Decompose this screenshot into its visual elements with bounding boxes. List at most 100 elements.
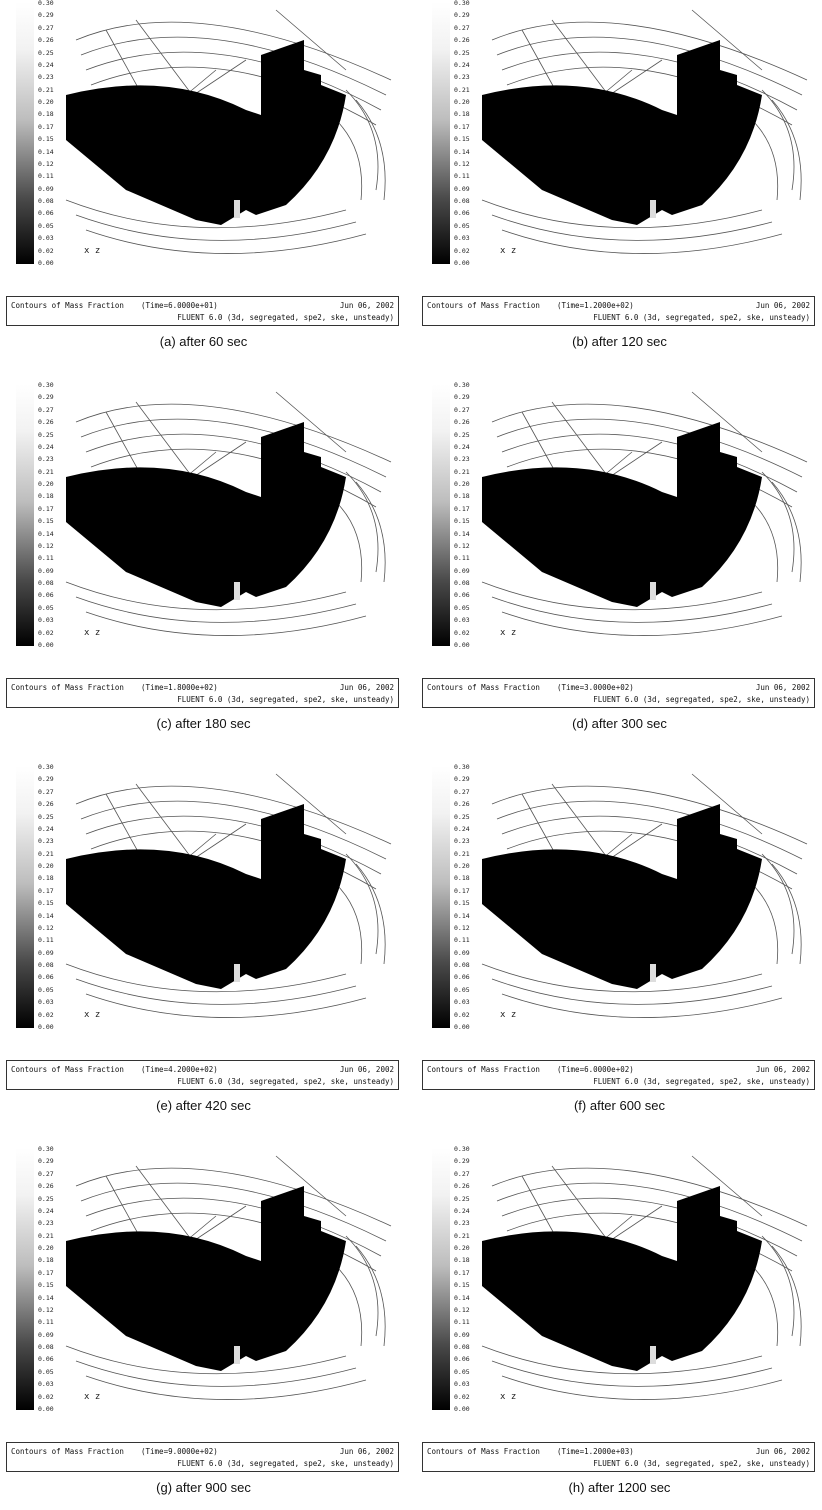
info-date: Jun 06, 2002 [339, 301, 394, 310]
scale-tick-label: 0.09 [454, 566, 470, 575]
info-date: Jun 06, 2002 [755, 1447, 810, 1456]
scale-tick-label: 0.03 [38, 1380, 54, 1389]
scale-tick-label: 0.05 [38, 603, 54, 612]
axis-triad: x z [500, 1392, 517, 1402]
scale-tick-label: 0.21 [454, 467, 470, 476]
scale-tick-label: 0.02 [454, 628, 470, 637]
info-title: Contours of Mass Fraction [427, 301, 540, 310]
scale-tick-label: 0.06 [454, 209, 470, 218]
scale-tick-label: 0.25 [454, 48, 470, 57]
scale-tick-label: 0.29 [454, 11, 470, 20]
scale-tick-label: 0.12 [454, 541, 470, 550]
scale-tick-label: 0.12 [38, 159, 54, 168]
scale-tick-label: 0.27 [454, 23, 470, 32]
info-solver: FLUENT 6.0 (3d, segregated, spe2, ske, u… [593, 695, 810, 704]
scale-tick-label: 0.15 [38, 899, 54, 908]
vent-highlight [234, 1346, 240, 1364]
panel-caption: (f) after 600 sec [573, 1098, 666, 1113]
contour-plot: 0.30 0.29 0.27 0.26 0.25 0.24 0.23 0.21 0.20 0.18… [6, 764, 401, 1054]
scale-tick-label: 0.20 [38, 862, 54, 870]
scale-tick-label: 0.30 [38, 763, 54, 771]
scale-tick-label: 0.30 [38, 381, 54, 389]
building-solid [482, 40, 762, 225]
color-scale-bar [16, 1148, 34, 1410]
color-scale-ticks: 0.30 0.29 0.27 0.26 0.25 0.24 0.23 0.21 0.20 0.18… [38, 0, 54, 266]
scale-tick-label: 0.27 [38, 787, 54, 796]
info-date: Jun 06, 2002 [755, 683, 810, 692]
scale-tick-label: 0.23 [454, 1219, 470, 1228]
scale-tick-label: 0.09 [38, 948, 54, 957]
info-solver: FLUENT 6.0 (3d, segregated, spe2, ske, u… [593, 1077, 810, 1086]
scale-tick-label: 0.05 [38, 221, 54, 230]
scale-tick-label: 0.11 [454, 936, 470, 945]
panel-caption: (e) after 420 sec [156, 1098, 251, 1113]
scale-tick-label: 0.26 [454, 36, 470, 45]
scale-tick-label: 0.26 [454, 800, 470, 809]
scale-tick-label: 0.18 [454, 874, 470, 883]
info-box: Contours of Mass Fraction (Time=1.8000e+… [6, 678, 399, 708]
scale-tick-label: 0.18 [454, 492, 470, 501]
scale-tick-label: 0.03 [454, 616, 470, 625]
scale-tick-label: 0.25 [38, 812, 54, 821]
axis-triad: x z [500, 628, 517, 638]
scale-tick-label: 0.14 [38, 529, 54, 538]
scale-tick-label: 0.05 [454, 603, 470, 612]
scale-tick-label: 0.02 [454, 1392, 470, 1401]
info-time: (Time=3.0000e+02) [557, 683, 634, 692]
info-title: Contours of Mass Fraction [11, 1447, 124, 1456]
scale-tick-label: 0.23 [38, 1219, 54, 1228]
info-time: (Time=1.8000e+02) [141, 683, 218, 692]
scale-tick-label: 0.14 [454, 911, 470, 920]
info-time: (Time=6.0000e+02) [557, 1065, 634, 1074]
scale-tick-label: 0.12 [38, 541, 54, 550]
building-wireframe [481, 391, 808, 636]
building-solid [482, 1186, 762, 1371]
scale-tick-label: 0.12 [454, 923, 470, 932]
scale-tick-label: 0.00 [454, 1022, 470, 1031]
scale-tick-label: 0.23 [454, 455, 470, 464]
scale-tick-label: 0.08 [38, 961, 54, 969]
scale-tick-label: 0.30 [38, 1145, 54, 1153]
scale-tick-label: 0.17 [454, 504, 470, 513]
scale-tick-label: 0.20 [454, 862, 470, 870]
axis-triad: x z [84, 1392, 101, 1402]
scale-tick-label: 0.27 [38, 1169, 54, 1178]
scale-tick-label: 0.08 [454, 579, 470, 587]
scale-tick-label: 0.23 [38, 837, 54, 846]
contour-panel: 0.30 0.29 0.27 0.26 0.25 0.24 0.23 0.21 0.20 0.18… [6, 1146, 401, 1495]
color-scale-ticks: 0.30 0.29 0.27 0.26 0.25 0.24 0.23 0.21 0.20 0.18… [38, 764, 54, 1030]
scale-tick-label: 0.03 [38, 234, 54, 243]
contour-panel: 0.30 0.29 0.27 0.26 0.25 0.24 0.23 0.21 0.20 0.18… [6, 381, 401, 731]
color-scale-bar [432, 766, 450, 1028]
info-solver: FLUENT 6.0 (3d, segregated, spe2, ske, u… [177, 1459, 394, 1468]
color-scale-ticks: 0.30 0.29 0.27 0.26 0.25 0.24 0.23 0.21 0.20 0.18… [38, 1146, 54, 1412]
info-title: Contours of Mass Fraction [427, 1447, 540, 1456]
scale-tick-label: 0.11 [38, 936, 54, 945]
scale-tick-label: 0.29 [454, 1157, 470, 1166]
scale-tick-label: 0.17 [38, 886, 54, 895]
scale-tick-label: 0.27 [454, 1169, 470, 1178]
color-scale-bar [16, 384, 34, 646]
scale-tick-label: 0.24 [38, 824, 54, 833]
building-wireframe [65, 391, 392, 636]
color-scale-bar [16, 2, 34, 264]
scale-tick-label: 0.08 [38, 1343, 54, 1351]
scale-tick-label: 0.26 [454, 1182, 470, 1191]
scale-tick-label: 0.03 [38, 998, 54, 1007]
color-scale-bar [432, 1148, 450, 1410]
scale-tick-label: 0.06 [38, 209, 54, 218]
building-solid [66, 40, 346, 225]
scale-tick-label: 0.18 [454, 1256, 470, 1265]
building-wireframe [481, 9, 808, 254]
scale-tick-label: 0.09 [38, 184, 54, 193]
scale-tick-label: 0.20 [454, 98, 470, 106]
scale-tick-label: 0.29 [38, 11, 54, 20]
scale-tick-label: 0.09 [38, 566, 54, 575]
scale-tick-label: 0.20 [38, 480, 54, 488]
scale-tick-label: 0.17 [38, 504, 54, 513]
color-scale-ticks: 0.30 0.29 0.27 0.26 0.25 0.24 0.23 0.21 0.20 0.18… [454, 0, 470, 266]
info-title: Contours of Mass Fraction [11, 301, 124, 310]
scale-tick-label: 0.21 [38, 85, 54, 94]
scale-tick-label: 0.29 [454, 775, 470, 784]
scale-tick-label: 0.11 [38, 1318, 54, 1327]
